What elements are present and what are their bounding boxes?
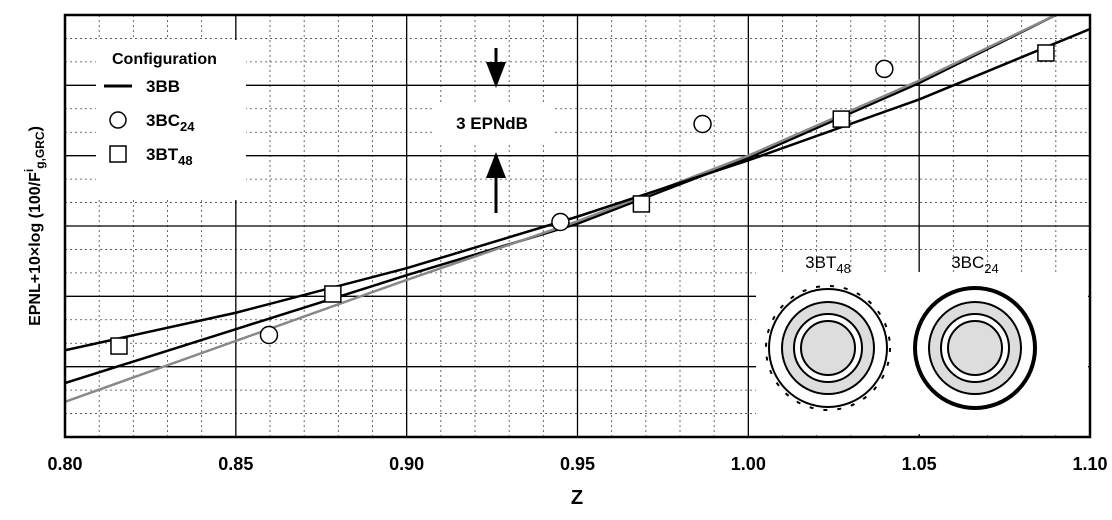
inset-label-text: 3BC [951, 253, 984, 272]
x-axis-label: Z [571, 487, 583, 509]
plot [65, 15, 1090, 404]
annotation-text: 3 EPNdB [456, 114, 528, 133]
y-label-end: ) [27, 126, 44, 131]
legend-sub: 48 [178, 153, 192, 168]
legend-name: 3BB [146, 77, 180, 96]
annotation: 3 EPNdB [432, 48, 552, 213]
inset-3bc [913, 286, 1037, 410]
inset-label: 3BC24 [951, 253, 999, 276]
x-tick-label: 0.95 [560, 454, 595, 474]
point [110, 337, 128, 355]
point [324, 285, 342, 303]
point [1037, 44, 1055, 62]
x-tick-label: 0.80 [47, 454, 82, 474]
plot-frame [63, 13, 1092, 439]
y-label-sup: i [22, 169, 36, 172]
legend-label: 3BC24 [146, 111, 195, 134]
point [551, 212, 570, 232]
y-label-main: EPNL+10×log (100/F [27, 172, 44, 326]
point [259, 325, 279, 345]
y-label-sub: g,GRC [33, 131, 47, 169]
fit-line [65, 27, 1090, 352]
inset-label-sub: 24 [984, 261, 998, 276]
x-tick-label: 0.85 [218, 454, 253, 474]
x-tick-label: 1.05 [902, 454, 937, 474]
legend-title: Configuration [112, 51, 217, 68]
legend-label: 3BB [146, 77, 180, 96]
legend-name: 3BC [146, 111, 180, 130]
inset-label-text: 3BT [805, 253, 836, 272]
legend-name: 3BT [146, 145, 179, 164]
point [832, 110, 851, 128]
inset-label: 3BT48 [805, 253, 851, 276]
point [693, 114, 712, 134]
x-tick-label: 1.10 [1072, 454, 1107, 474]
legend-label: 3BT48 [146, 145, 193, 168]
point [875, 59, 894, 79]
series-line [65, 15, 1057, 385]
point [632, 195, 651, 213]
inset-3bt [765, 285, 891, 411]
legend-sub: 24 [180, 119, 195, 134]
y-axis-label: EPNL+10×log (100/Fig,GRC) [22, 126, 47, 326]
legend-swatch [109, 145, 127, 163]
fit-line [65, 15, 1057, 404]
legend-swatch [109, 111, 127, 129]
x-tick-label: 1.00 [731, 454, 766, 474]
x-tick-label: 0.90 [389, 454, 424, 474]
inset-label-sub: 48 [836, 261, 850, 276]
